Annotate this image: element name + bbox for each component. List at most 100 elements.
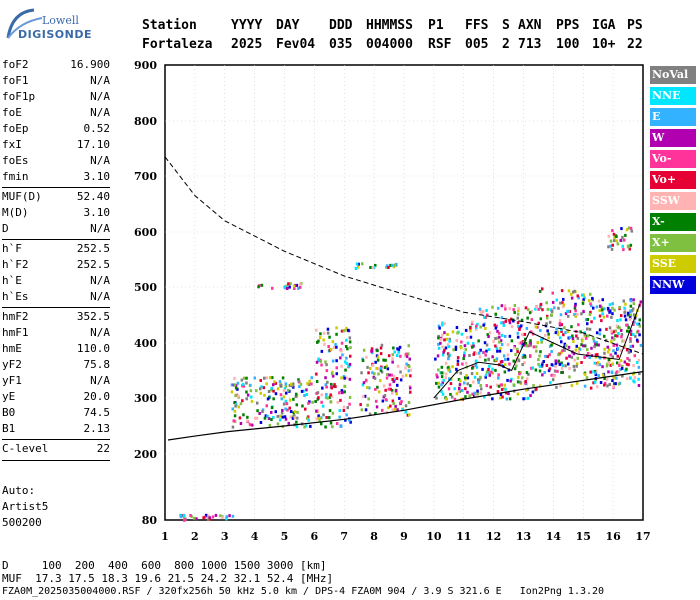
echo-point bbox=[499, 360, 503, 364]
echo-point bbox=[603, 383, 606, 387]
echo-point bbox=[325, 385, 328, 389]
echo-point bbox=[408, 365, 411, 369]
echo-point bbox=[479, 348, 482, 352]
echo-point bbox=[443, 331, 446, 335]
echo-point bbox=[566, 309, 569, 313]
echo-point bbox=[610, 247, 614, 251]
echo-point bbox=[534, 345, 538, 349]
echo-point bbox=[483, 341, 487, 345]
echo-point bbox=[362, 348, 366, 352]
param-label: MUF(D) bbox=[2, 190, 42, 203]
echo-point bbox=[585, 376, 589, 380]
echo-point bbox=[521, 342, 524, 346]
echo-point bbox=[625, 228, 629, 232]
echo-point bbox=[586, 348, 589, 352]
echo-point bbox=[540, 363, 544, 367]
echo-point bbox=[615, 324, 619, 328]
echo-point bbox=[541, 337, 544, 341]
echo-point bbox=[589, 370, 592, 374]
echo-point bbox=[293, 416, 297, 420]
echo-point bbox=[292, 397, 295, 401]
echo-point bbox=[346, 406, 349, 410]
echo-point bbox=[360, 408, 364, 412]
echo-point bbox=[444, 346, 448, 350]
echo-point bbox=[396, 408, 399, 412]
echo-point bbox=[598, 363, 602, 367]
echo-point bbox=[220, 516, 224, 520]
footer-muf-row: MUF 17.3 17.5 18.3 19.6 21.5 24.2 32.1 5… bbox=[2, 572, 334, 585]
echo-point bbox=[231, 407, 234, 411]
param-label: M(D) bbox=[2, 206, 29, 219]
echo-point bbox=[535, 349, 538, 353]
echo-point bbox=[449, 392, 452, 396]
echo-point bbox=[623, 344, 627, 348]
echo-point bbox=[625, 362, 629, 366]
echo-point bbox=[482, 310, 485, 313]
echo-point bbox=[365, 355, 368, 359]
echo-point bbox=[506, 378, 509, 382]
echo-point bbox=[362, 381, 366, 385]
echo-point bbox=[621, 235, 624, 239]
echo-point bbox=[606, 350, 610, 354]
echo-point bbox=[596, 363, 599, 367]
echo-point bbox=[504, 391, 508, 395]
echo-point bbox=[611, 355, 614, 359]
echo-point bbox=[550, 343, 553, 347]
echo-point bbox=[442, 378, 445, 382]
echo-point bbox=[371, 363, 375, 367]
echo-point bbox=[264, 414, 268, 418]
echo-point bbox=[445, 397, 448, 401]
echo-point bbox=[407, 401, 411, 404]
echo-point bbox=[627, 226, 631, 230]
echo-point bbox=[595, 341, 598, 345]
echo-point bbox=[242, 384, 246, 388]
param-row: h`F 252.5 bbox=[2, 242, 110, 258]
header-label: HHMMSS bbox=[366, 18, 413, 33]
echo-point bbox=[592, 336, 595, 340]
param-row: M(D) 3.10 bbox=[2, 206, 110, 222]
echo-point bbox=[582, 310, 585, 314]
echo-point bbox=[228, 514, 231, 518]
echo-point bbox=[386, 373, 389, 376]
echo-point bbox=[479, 375, 482, 379]
echo-point bbox=[289, 282, 292, 286]
echo-point bbox=[363, 394, 367, 398]
echo-point bbox=[466, 341, 470, 345]
echo-point bbox=[609, 239, 613, 243]
echo-point bbox=[512, 383, 515, 387]
echo-point bbox=[563, 345, 566, 349]
echo-point bbox=[611, 302, 614, 306]
echo-point bbox=[570, 384, 574, 388]
echo-point bbox=[283, 387, 287, 391]
echo-point bbox=[439, 337, 443, 341]
echo-point bbox=[202, 516, 205, 520]
echo-point bbox=[395, 377, 399, 380]
echo-point bbox=[315, 391, 318, 395]
echo-point bbox=[335, 332, 338, 336]
echo-point bbox=[595, 305, 599, 309]
echo-point bbox=[525, 344, 529, 348]
echo-point bbox=[627, 350, 631, 354]
echo-point bbox=[615, 239, 618, 243]
echo-point bbox=[388, 373, 391, 377]
echo-point bbox=[441, 321, 444, 325]
echo-point bbox=[407, 369, 411, 373]
echo-point bbox=[279, 383, 283, 387]
profile-curve bbox=[167, 371, 644, 441]
echo-point bbox=[405, 354, 409, 358]
echo-points bbox=[179, 226, 643, 522]
echo-point bbox=[562, 297, 565, 301]
header-value: 22 bbox=[627, 37, 643, 52]
x-tick-label: 3 bbox=[221, 530, 229, 543]
echo-point bbox=[601, 298, 604, 302]
echo-point bbox=[632, 298, 635, 302]
echo-point bbox=[296, 410, 299, 414]
echo-point bbox=[558, 321, 562, 325]
echo-point bbox=[568, 367, 571, 370]
echo-point bbox=[574, 314, 577, 318]
echo-point bbox=[538, 364, 542, 368]
echo-point bbox=[329, 348, 333, 351]
footer-distance-row: D 100 200 400 600 800 1000 1500 3000 [km… bbox=[2, 559, 327, 572]
y-tick-label: 900 bbox=[134, 59, 157, 72]
echo-point bbox=[391, 408, 394, 412]
